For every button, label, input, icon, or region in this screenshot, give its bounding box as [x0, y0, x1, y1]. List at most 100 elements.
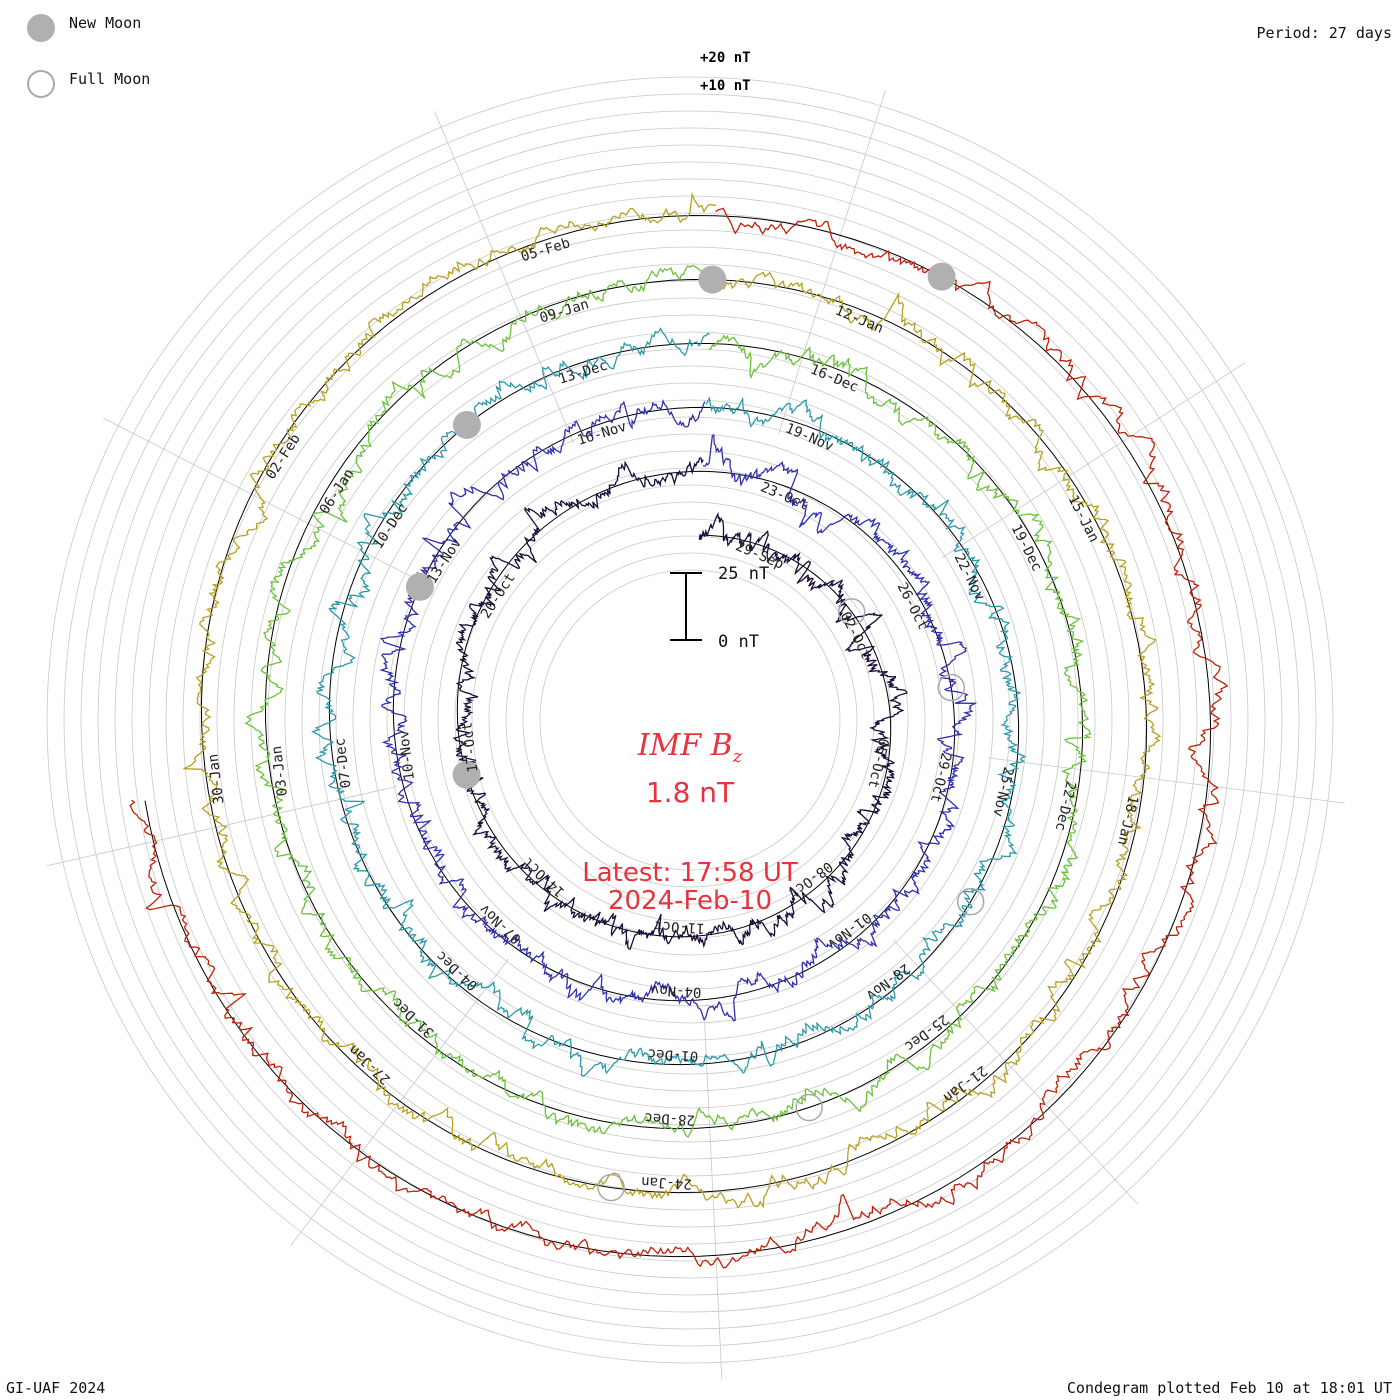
plotted-timestamp: Condegram plotted Feb 10 at 18:01 UT [1066, 1379, 1392, 1397]
grid-ring [46, 76, 1334, 1364]
date-label: 16-Dec [808, 361, 861, 395]
grid-ring [505, 535, 875, 905]
day-spoke [290, 958, 509, 1246]
credit-label: GI-UAF 2024 [6, 1379, 106, 1397]
full-moon-icon [27, 70, 55, 98]
date-label: 11-Oct [654, 917, 705, 936]
baseline-spiral [144, 214, 1212, 1258]
grid-ring [352, 382, 1028, 1058]
grid-ring [335, 365, 1045, 1075]
date-label: 04-Nov [650, 981, 701, 1000]
date-label: 25-Dec [901, 1011, 951, 1054]
date-label: 21-Jan [940, 1062, 990, 1105]
legend-new-moon-label: New Moon [69, 14, 142, 32]
day-spoke [893, 939, 1139, 1205]
grid-ring [488, 518, 892, 922]
scale-bar [670, 572, 702, 641]
full-moon-marker [837, 598, 866, 626]
legend-full-moon-label: Full Moon [69, 70, 151, 88]
grid-ring [420, 450, 960, 990]
date-label: 19-Nov [783, 420, 836, 454]
moon-markers [405, 262, 985, 1202]
full-moon-marker [795, 1093, 823, 1122]
date-labels: 29-Sep02-Oct05-Oct08-Oct11-Oct14-Oct17-O… [205, 235, 1140, 1191]
new-moon-icon [27, 14, 55, 42]
ring-tick-label: +10 nT [700, 78, 751, 94]
ring-tick-label: +20 nT [700, 50, 751, 66]
chart-title-subscript: z [732, 746, 743, 767]
new-moon-marker [405, 572, 434, 601]
date-label: 10-Nov [396, 729, 418, 781]
day-spoke [778, 89, 886, 434]
date-label: 01-Dec [647, 1045, 698, 1064]
grid-ring [233, 263, 1147, 1177]
full-moon-marker [956, 887, 985, 916]
current-value: 1.8 nT [645, 776, 735, 809]
date-label: 12-Jan [833, 303, 886, 337]
grid-ring [301, 331, 1079, 1109]
chart-title: IMF Bz [0, 728, 1380, 767]
date-label: 17-Oct [459, 721, 481, 773]
grid-ring [165, 195, 1215, 1245]
grid-ring [437, 467, 943, 973]
full-moon-marker [597, 1173, 625, 1202]
grid-ring [539, 569, 841, 871]
scale-top-label: 25 nT [718, 564, 770, 584]
grid-rings: +20 nT +10 nT [46, 50, 1334, 1364]
grid-ring [522, 552, 858, 888]
latest-date: 2024-Feb-10 [607, 886, 773, 916]
date-label: 22-Nov [951, 551, 988, 603]
period-label: Period: 27 days [1256, 24, 1392, 42]
series-trace [183, 191, 1162, 1209]
grid-ring [284, 314, 1096, 1126]
grid-ring [199, 229, 1181, 1211]
series-trace [244, 265, 1092, 1138]
day-spoke [942, 362, 1246, 558]
date-label: 19-Dec [1008, 522, 1045, 574]
scale-bottom-label: 0 nT [718, 632, 759, 652]
new-moon-marker [452, 760, 481, 789]
grid-ring [403, 433, 977, 1007]
new-moon-marker [452, 410, 481, 439]
full-moon-marker [937, 673, 965, 702]
grid-ring [182, 212, 1198, 1228]
grid-ring [114, 144, 1266, 1296]
grid-ring [80, 110, 1300, 1330]
grid-ring [63, 93, 1317, 1347]
date-label: 31-Dec [390, 994, 438, 1040]
day-spoke [704, 1019, 723, 1380]
grid-ring [471, 501, 909, 939]
day-spoke [434, 111, 575, 444]
series-traces [129, 191, 1229, 1269]
grid-ring [148, 178, 1232, 1262]
series-trace [379, 398, 978, 1022]
grid-ring [386, 416, 994, 1024]
series-trace [311, 327, 1027, 1078]
chart-title-main: IMF B [637, 728, 733, 763]
grid-ring [250, 280, 1130, 1160]
grid-ring [267, 297, 1113, 1143]
date-label: 30-Jan [205, 753, 227, 805]
grid-ring [216, 246, 1164, 1194]
date-label: 03-Jan [269, 745, 291, 797]
latest-time: Latest: 17:58 UT [582, 858, 798, 888]
series-trace [129, 207, 1229, 1269]
grid-ring [97, 127, 1283, 1313]
date-label: 02-Oct [837, 609, 874, 661]
date-label: 24-Jan [641, 1173, 692, 1192]
date-label: 26-Oct [894, 580, 931, 632]
date-label: 23-Oct [758, 479, 811, 513]
series-trace [452, 457, 908, 950]
grid-ring [131, 161, 1249, 1279]
day-spoke [987, 757, 1345, 804]
new-moon-marker [927, 262, 956, 291]
grid-ring [318, 348, 1062, 1092]
legend-new-moon: New Moon [27, 14, 141, 42]
grid-ring [454, 484, 926, 956]
new-moon-marker [698, 265, 727, 294]
legend-full-moon: Full Moon [27, 70, 150, 98]
date-label: 07-Dec [332, 737, 354, 789]
grid-ring [369, 399, 1011, 1041]
date-label: 28-Dec [644, 1109, 695, 1128]
